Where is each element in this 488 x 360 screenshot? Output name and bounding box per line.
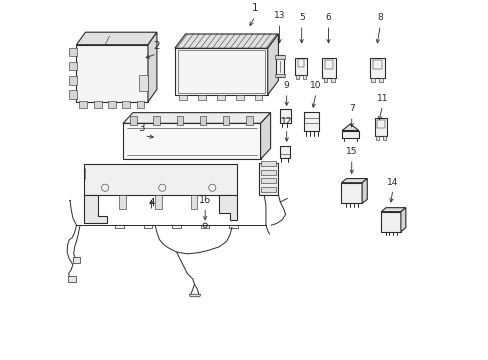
Polygon shape [400,208,405,232]
Bar [330,78,334,82]
Text: 11: 11 [376,94,387,103]
Bar [260,161,275,166]
Bar [297,59,304,67]
Polygon shape [341,179,366,183]
Bar [295,58,306,75]
Bar [198,95,205,100]
Polygon shape [76,45,148,102]
Polygon shape [122,123,260,159]
Bar [325,60,333,69]
Text: 10: 10 [309,81,321,90]
Text: 14: 14 [386,177,398,186]
Polygon shape [219,195,237,220]
Bar [136,101,144,108]
Bar [372,60,381,69]
Text: 2: 2 [153,41,160,51]
Bar [323,78,326,82]
Text: 3: 3 [138,123,144,133]
Bar [108,101,116,108]
Bar [155,195,161,209]
Bar [254,95,262,100]
Text: 12: 12 [281,117,292,126]
Polygon shape [362,179,366,203]
Bar [179,95,187,100]
Bar [153,116,160,125]
Polygon shape [342,124,358,131]
Bar [139,75,148,91]
Polygon shape [148,32,157,102]
Bar [67,276,76,283]
Polygon shape [76,32,157,45]
Bar [379,78,383,82]
Bar [260,187,275,192]
Bar [275,74,285,77]
Bar [374,118,386,136]
Bar [275,55,285,59]
Bar [122,101,130,108]
Polygon shape [83,195,107,224]
Text: 1: 1 [251,3,258,13]
Bar [375,136,379,140]
Bar [200,116,206,125]
Bar [69,90,77,99]
Text: 7: 7 [348,104,354,113]
Bar [69,76,77,85]
Polygon shape [174,34,278,48]
Bar [322,58,335,78]
Bar [119,195,125,209]
Bar [260,179,275,184]
Polygon shape [381,212,400,232]
Polygon shape [381,208,405,212]
Bar [235,95,243,100]
Bar [223,116,229,125]
Bar [217,95,224,100]
Bar [296,75,299,78]
Bar [260,170,275,175]
Bar [276,55,284,77]
Polygon shape [174,48,267,95]
Bar [79,101,87,108]
Bar [369,58,384,78]
Polygon shape [83,165,237,195]
Bar [302,75,305,78]
Bar [304,112,319,131]
Bar [177,50,264,93]
Bar [376,120,384,128]
Bar [130,116,136,125]
Text: 15: 15 [346,147,357,156]
Bar [371,78,375,82]
Bar [93,101,102,108]
Bar [176,116,183,125]
Text: 8: 8 [377,13,383,22]
Text: 6: 6 [325,13,331,22]
Bar [280,109,290,123]
Bar [69,62,77,71]
Text: 13: 13 [273,12,285,21]
Text: 4: 4 [148,198,155,208]
Text: 9: 9 [283,81,289,90]
Bar [190,195,197,209]
Polygon shape [342,131,358,138]
Text: 16: 16 [199,194,211,204]
Polygon shape [189,294,200,297]
Polygon shape [267,34,278,95]
Bar [258,163,278,195]
Bar [382,136,386,140]
Polygon shape [341,183,362,203]
Bar [279,145,290,158]
Polygon shape [122,113,270,123]
Text: 5: 5 [298,13,304,22]
Bar [73,257,80,263]
Bar [69,48,77,56]
Polygon shape [260,113,270,159]
Bar [246,116,252,125]
